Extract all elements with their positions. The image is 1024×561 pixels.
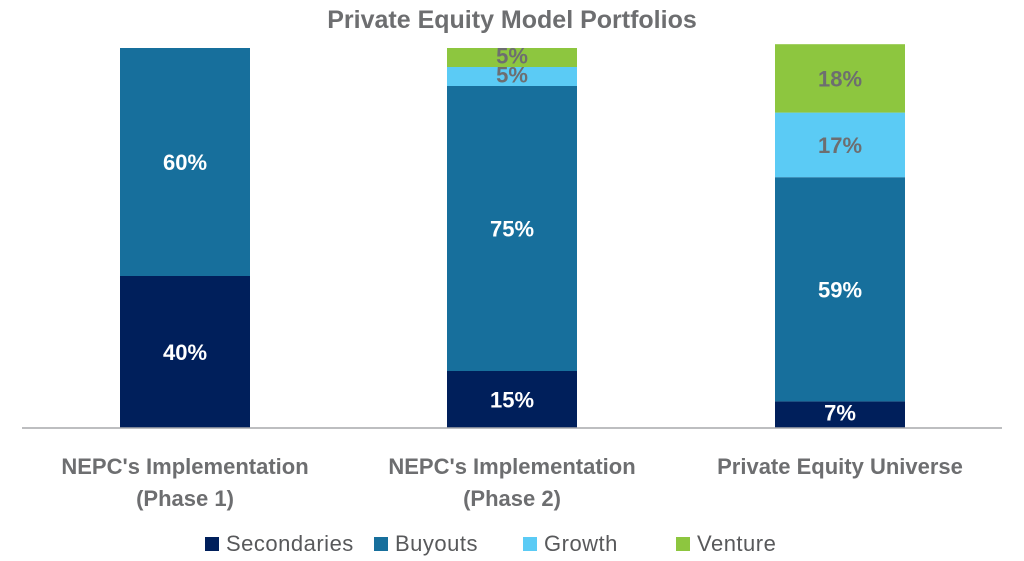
category-labels-layer: NEPC's Implementation (Phase 1) NEPC's Imp… <box>61 454 963 511</box>
bar-buyouts-1 <box>120 48 250 276</box>
value-labels-layer: 40% 60% 15% 75% 5%5% 7% 59% 17% 18% <box>163 44 862 426</box>
category-label-2-line-1: NEPC's Implementation <box>388 454 635 479</box>
legend-label-buyouts: Buyouts <box>395 531 478 556</box>
value-label-buyouts-2: 75% <box>490 217 534 242</box>
legend-label-growth: Growth <box>544 531 618 556</box>
legend: Secondaries Buyouts Growth Venture <box>205 531 776 556</box>
category-label-2-line-2: (Phase 2) <box>463 486 561 511</box>
bars-layer <box>120 44 905 428</box>
value-label-secondaries-1: 40% <box>163 340 207 365</box>
bar-secondaries-2 <box>447 371 577 428</box>
legend-swatch-secondaries <box>205 537 219 551</box>
chart-title: Private Equity Model Portfolios <box>327 6 697 34</box>
legend-item-growth: Growth <box>523 531 618 556</box>
value-label-venture-2: 5% <box>496 44 528 69</box>
category-label-1-line-1: NEPC's Implementation <box>61 454 308 479</box>
bar-growth-2 <box>447 67 577 86</box>
bar-secondaries-3 <box>775 401 905 428</box>
value-label-secondaries-2: 15% <box>490 388 534 413</box>
bar-secondaries-1 <box>120 276 250 428</box>
bar-buyouts-3 <box>775 177 905 402</box>
value-label-secondaries-3: 7% <box>824 401 856 426</box>
category-label-1-line-2: (Phase 1) <box>136 486 234 511</box>
value-label-growth-3: 17% <box>818 133 862 158</box>
value-label-buyouts-3: 59% <box>818 277 862 302</box>
legend-label-venture: Venture <box>697 531 776 556</box>
legend-item-buyouts: Buyouts <box>374 531 478 556</box>
bar-growth-3 <box>775 112 905 178</box>
bar-buyouts-2 <box>447 86 577 371</box>
value-label-buyouts-1: 60% <box>163 150 207 175</box>
legend-swatch-venture <box>676 537 690 551</box>
legend-swatch-growth <box>523 537 537 551</box>
legend-label-secondaries: Secondaries <box>226 531 354 556</box>
bar-venture-2 <box>447 48 577 67</box>
value-label-growth-2: 5% <box>496 63 528 88</box>
legend-item-secondaries: Secondaries <box>205 531 354 556</box>
legend-item-venture: Venture <box>676 531 776 556</box>
category-label-3: Private Equity Universe <box>717 454 963 479</box>
bar-venture-3 <box>775 44 905 113</box>
legend-swatch-buyouts <box>374 537 388 551</box>
value-label-venture-3: 18% <box>818 66 862 91</box>
